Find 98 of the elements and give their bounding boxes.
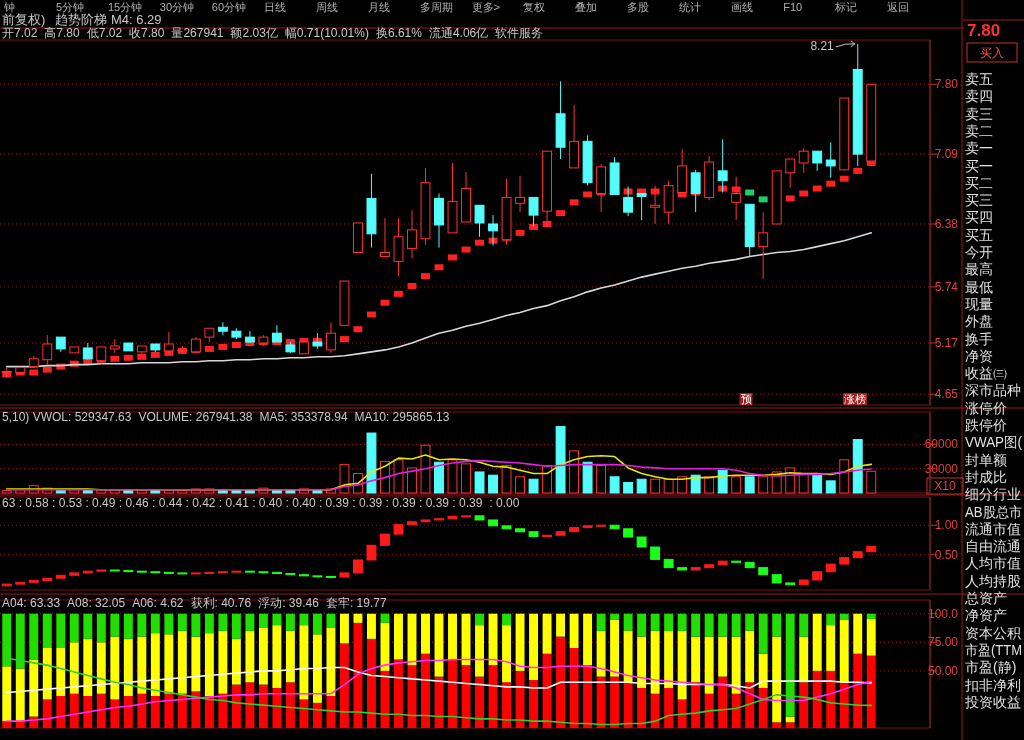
text: 复权: [523, 1, 546, 13]
text: 卖四: [965, 88, 993, 105]
y-axis-title: X10: [934, 479, 956, 493]
y-tick-label: 6.38: [934, 216, 959, 231]
text: 涨停价: [965, 399, 1007, 416]
annotation: 开7.02: [2, 26, 38, 40]
y-tick-label: 100.0: [927, 606, 959, 621]
text: 画线: [731, 1, 754, 13]
text: 卖一: [965, 140, 993, 157]
text: 封成比: [965, 468, 1007, 485]
y-tick-label: 60000: [924, 437, 959, 452]
annotation: VOLUME: 267941.38: [138, 410, 253, 424]
text: 市盈(TTM: [965, 641, 1024, 658]
text: 换手: [965, 330, 993, 347]
annotation: A04: 63.33: [2, 596, 61, 610]
text: 月线: [367, 1, 390, 13]
text: 人均市值: [965, 555, 1021, 572]
text: 5分钟: [55, 1, 85, 13]
text: 最高: [965, 261, 993, 278]
annotation: 低7.02: [86, 26, 123, 40]
text: 外盘: [965, 313, 993, 330]
text: 返回: [887, 1, 910, 13]
annotation: 软件服务: [495, 26, 544, 40]
text: 现量: [965, 295, 993, 312]
y-tick-label: 30000: [924, 461, 959, 476]
annotation: 量267941: [171, 26, 224, 40]
text: 净资产: [965, 607, 1007, 624]
text: 标记: [834, 1, 858, 13]
text: 多股: [627, 1, 650, 13]
text: 7.80: [967, 21, 1001, 40]
annotation: 收7.80: [129, 26, 165, 40]
text: 总资产: [964, 590, 1007, 606]
text: 60分钟: [211, 1, 247, 13]
annotation: A06: 4.62: [132, 596, 184, 610]
annotation: 流通4.06亿: [428, 26, 489, 40]
y-tick-label: 0.50: [934, 547, 959, 562]
text: 资本公积: [965, 624, 1021, 641]
text: 买三: [965, 192, 993, 209]
text: 深市品种: [965, 382, 1021, 399]
text: 最低: [965, 278, 993, 295]
y-tick-label: 7.09: [934, 147, 959, 162]
text: 周线: [315, 1, 338, 13]
annotation: A08: 32.05: [67, 596, 126, 610]
text: 多周期: [419, 1, 453, 13]
annotation: MA5: 353378.94: [259, 410, 348, 424]
text: 收益㈢: [965, 365, 1007, 382]
text: 流通市值: [965, 520, 1021, 537]
text: 卖三: [965, 105, 993, 122]
annotation: MA10: 295865.13: [354, 410, 450, 424]
text: 卖五: [965, 71, 993, 87]
chart-title: 前复权): [2, 12, 46, 27]
y-tick-label: 4.65: [934, 387, 959, 402]
annotation: 套牢: 19.77: [325, 596, 387, 610]
text: 钟: [3, 1, 15, 13]
text: 买一: [965, 157, 993, 174]
annotation: 额2.03亿: [230, 26, 278, 40]
text: 日线: [263, 1, 286, 13]
annotation: : 0.00: [489, 496, 520, 510]
chart-subtitle: 趋势阶梯 M4: 6.29: [55, 12, 162, 27]
text: AB股总市: [965, 503, 1024, 520]
text: 买四: [965, 209, 993, 226]
text: 投资收益: [964, 693, 1021, 710]
text: 今开: [965, 244, 993, 260]
text: 30分钟: [159, 1, 195, 13]
annotation: 63 : 0.58 : 0.53 : 0.49 : 0.46 : 0.44 : 0.42 : 0.41 : 0.40 : 0.40 : 0.39 : 0.39 : 0.39 : 0.39 : 0.39: [2, 496, 483, 510]
y-tick-label: 75.00: [927, 635, 959, 650]
text: 跌停价: [965, 417, 1007, 433]
y-tick-label: 7.80: [934, 77, 959, 92]
text: 卖二: [965, 122, 993, 139]
text: 买入: [980, 46, 1004, 60]
y-tick-label: 5.74: [934, 279, 959, 294]
annotation: 8.21: [810, 38, 835, 53]
text: 净资: [965, 347, 993, 364]
annotation: 5,10) VWOL: 529347.63: [2, 410, 132, 424]
annotation: 浮动: 39.46: [258, 596, 320, 610]
annotation: 获利: 40.76: [190, 596, 252, 610]
text: 买二: [965, 174, 993, 191]
text: 扣非净利: [964, 676, 1021, 693]
text: 细分行业: [965, 486, 1021, 503]
text: 买五: [965, 226, 993, 243]
text: 叠加: [575, 1, 598, 13]
text: 统计: [679, 1, 702, 13]
text: 更多>: [471, 1, 500, 13]
text: 市盈(静): [965, 659, 1017, 676]
annotation: 涨榜: [844, 393, 866, 405]
annotation: 换6.61%: [375, 26, 423, 40]
annotation: 幅0.71(10.01%): [284, 26, 369, 40]
y-tick-label: 1.00: [934, 518, 959, 533]
text: 自由流通: [965, 538, 1021, 555]
text: 人均持股: [965, 572, 1021, 589]
text: VWAP图(: [965, 434, 1024, 451]
y-tick-label: 50.00: [927, 663, 959, 678]
annotation: 预: [740, 393, 752, 405]
text: 15分钟: [107, 1, 143, 13]
y-tick-label: 5.17: [934, 336, 959, 351]
annotation: 高7.80: [44, 26, 81, 40]
text: 封单额: [965, 451, 1007, 468]
text: F10: [783, 1, 803, 13]
